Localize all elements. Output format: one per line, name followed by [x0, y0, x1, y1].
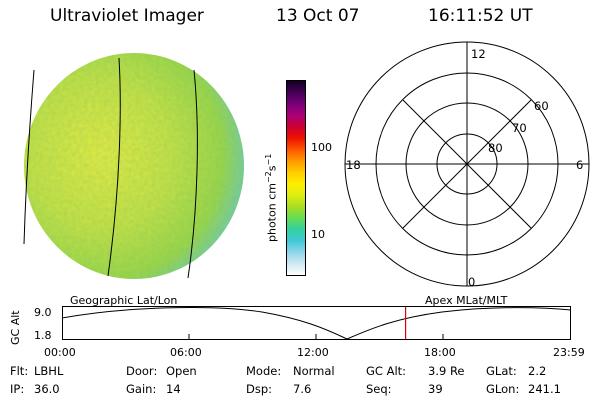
colorbar-unit-label: photon cm−2s−1: [264, 153, 279, 242]
app-title: Ultraviolet Imager: [50, 6, 204, 26]
longitude-line-2: [107, 57, 121, 277]
mlt-label-12: 12: [471, 47, 486, 61]
status-value: Normal: [293, 364, 335, 378]
lat-label-60: 60: [534, 99, 549, 113]
status-value: 36.0: [34, 382, 60, 396]
color-scale-bar: [286, 80, 306, 276]
status-label: Door:: [126, 364, 158, 378]
status-label: Mode:: [246, 364, 282, 378]
status-label: Flt:: [10, 364, 29, 378]
uv-disk-image[interactable]: [0, 40, 260, 290]
status-label: GC Alt:: [366, 364, 407, 378]
status-value: 3.9 Re: [428, 364, 465, 378]
polar-diagonal-2: [402, 99, 532, 229]
longitude-line-1: [23, 69, 35, 245]
timeline-x-tick-0000: 00:00: [44, 346, 76, 359]
timeline-right-title: Apex MLat/MLT: [425, 294, 508, 307]
mlt-label-6: 6: [576, 158, 583, 172]
lat-label-80: 80: [488, 141, 503, 155]
status-value: Open: [166, 364, 197, 378]
status-value: 241.1: [528, 382, 561, 396]
timeline-x-tick-1200: 12:00: [297, 346, 329, 359]
status-value: 39: [428, 382, 443, 396]
altitude-curve: [62, 306, 572, 340]
mlt-label-18: 18: [346, 158, 361, 172]
status-label: Seq:: [366, 382, 392, 396]
status-label: GLat:: [486, 364, 517, 378]
timeline-y-tick-bottom: 1.8: [34, 329, 52, 342]
status-value: LBHL: [34, 364, 64, 378]
lat-label-70: 70: [512, 121, 527, 135]
polar-mlat-mlt-plot[interactable]: 12 18 6 0 60 70 80: [336, 40, 600, 290]
mlt-label-0: 0: [468, 275, 475, 289]
longitude-line-3: [187, 69, 198, 279]
timeline-x-tick-1800: 18:00: [424, 346, 456, 359]
status-value: 7.6: [293, 382, 312, 396]
status-label: IP:: [10, 382, 25, 396]
timeline-left-title: Geographic Lat/Lon: [70, 294, 178, 307]
timeline-x-tick-0600: 06:00: [170, 346, 202, 359]
status-label: Gain:: [126, 382, 157, 396]
disk-texture: [24, 53, 244, 279]
colorbar-tick-10: 10: [311, 228, 325, 241]
status-label: Dsp:: [246, 382, 273, 396]
status-value: 2.2: [528, 364, 547, 378]
timeline-y-tick-top: 9.0: [34, 306, 52, 319]
date-label: 13 Oct 07: [276, 6, 360, 26]
time-label: 16:11:52 UT: [428, 6, 533, 26]
status-label: GLon:: [486, 382, 520, 396]
altitude-timeline[interactable]: [62, 306, 572, 342]
colorbar-tick-100: 100: [311, 141, 332, 154]
timeline-y-label: GC Alt: [9, 310, 22, 345]
timeline-x-tick-2359: 23:59: [553, 346, 585, 359]
status-value: 14: [166, 382, 181, 396]
